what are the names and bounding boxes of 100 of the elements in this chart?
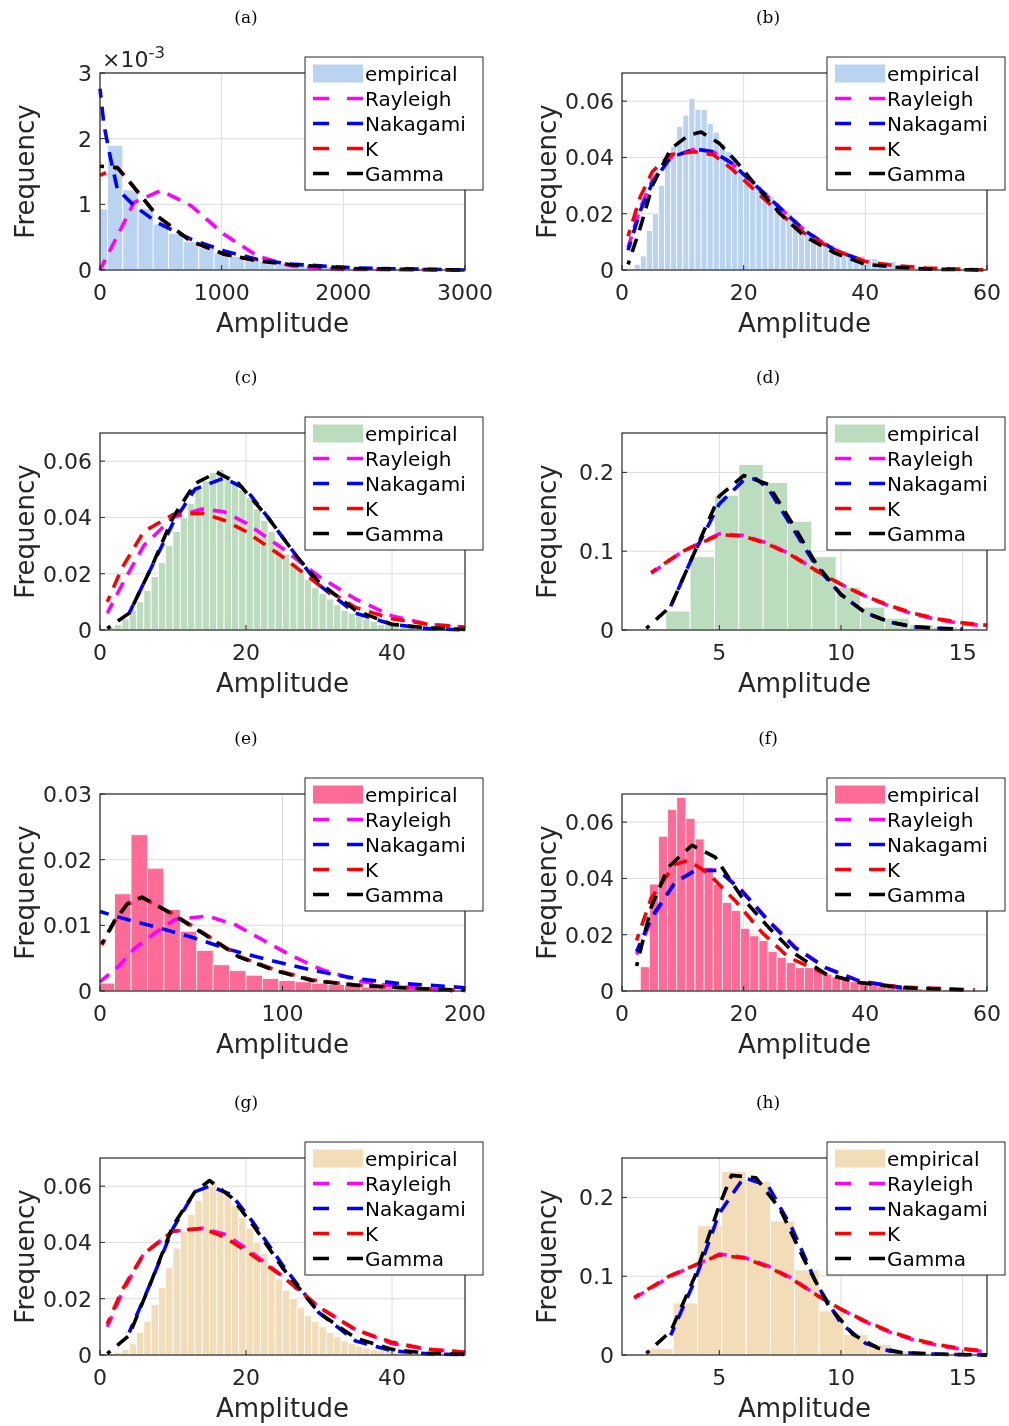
- y-tick-label: 0.02: [43, 1286, 92, 1312]
- legend-label: Gamma: [365, 161, 444, 186]
- x-tick-label: 5: [712, 1365, 727, 1390]
- y-tick-label: 0.01: [43, 913, 92, 939]
- legend-label: Rayleigh: [887, 86, 974, 111]
- x-axis-title: Amplitude: [737, 308, 872, 338]
- y-tick-label: 0.02: [565, 922, 614, 948]
- legend-label: K: [887, 136, 901, 161]
- x-tick-label: 40: [851, 1001, 880, 1026]
- y-tick-label: 0.06: [565, 810, 614, 836]
- y-axis-title: Frequency: [10, 464, 40, 599]
- y-tick-label: 0.2: [579, 460, 614, 486]
- legend-label: empirical: [887, 782, 980, 807]
- y-tick-label: 0.06: [43, 449, 92, 475]
- legend-label: Gamma: [365, 882, 444, 907]
- chart-title: (g): [233, 1092, 259, 1112]
- y-tick-label: 0: [600, 258, 614, 283]
- y-tick-label: 0.06: [565, 89, 614, 115]
- y-tick-label: 0.1: [579, 539, 614, 565]
- x-tick-label: 20: [729, 280, 758, 305]
- y-tick-label: 0: [78, 618, 92, 643]
- x-tick-label: 20: [232, 640, 260, 665]
- x-axis-title: Amplitude: [215, 1393, 350, 1423]
- y-tick-label: 0: [78, 258, 92, 283]
- x-tick-label: 20: [729, 1001, 758, 1026]
- legend-label: empirical: [887, 61, 980, 86]
- x-tick-label: 15: [948, 1365, 977, 1390]
- x-tick-label: 15: [948, 640, 977, 665]
- legend-label: Gamma: [887, 521, 966, 546]
- x-tick-label: 200: [444, 1001, 486, 1026]
- legend-label: Gamma: [365, 521, 444, 546]
- legend-label: Rayleigh: [365, 86, 452, 111]
- legend-label: K: [365, 136, 379, 161]
- y-tick-label: 0.04: [43, 505, 92, 531]
- legend-label: Gamma: [887, 161, 966, 186]
- x-axis-title: Amplitude: [737, 1393, 872, 1423]
- y-tick-label: 0.03: [43, 782, 92, 807]
- legend-label: Gamma: [887, 882, 966, 907]
- y-tick-label: 0.04: [565, 866, 614, 892]
- legend-label: K: [887, 1221, 901, 1246]
- legend-label: Nakagami: [887, 471, 988, 496]
- legend-label: empirical: [365, 1146, 458, 1171]
- chart-title: (b): [755, 7, 781, 27]
- y-tick-label: 0: [600, 618, 614, 643]
- chart-title: (d): [755, 367, 781, 387]
- legend-label: K: [887, 857, 901, 882]
- x-tick-label: 1000: [193, 280, 250, 305]
- y-axis-title: Frequency: [10, 1189, 40, 1324]
- legend-label: Rayleigh: [887, 807, 974, 832]
- legend-label: K: [365, 1221, 379, 1246]
- legend-label: empirical: [887, 421, 980, 446]
- x-axis-title: Amplitude: [215, 668, 350, 698]
- x-axis-title: Amplitude: [215, 308, 350, 338]
- y-tick-label: 0.04: [565, 145, 614, 171]
- legend-label: empirical: [887, 1146, 980, 1171]
- y-axis-title: Frequency: [10, 825, 40, 960]
- y-axis-title: Frequency: [532, 825, 562, 960]
- x-tick-label: 100: [261, 1001, 304, 1026]
- x-tick-label: 60: [973, 1001, 1001, 1026]
- x-tick-label: 2000: [315, 280, 372, 305]
- legend-label: Rayleigh: [365, 807, 452, 832]
- y-tick-label: 0.04: [43, 1230, 92, 1256]
- y-tick-label: 2: [78, 126, 92, 152]
- x-axis-title: Amplitude: [737, 1029, 872, 1059]
- x-tick-label: 3000: [437, 280, 493, 305]
- y-tick-label: 1: [78, 192, 92, 218]
- y-axis-title: Frequency: [532, 104, 562, 239]
- legend-label: K: [365, 857, 379, 882]
- x-tick-label: 40: [851, 280, 880, 305]
- legend-label: Nakagami: [365, 111, 466, 136]
- y-tick-label: 0.2: [579, 1185, 614, 1211]
- legend-label: Nakagami: [365, 471, 466, 496]
- x-tick-label: 10: [827, 1365, 855, 1390]
- chart-title: (h): [755, 1092, 781, 1112]
- x-tick-label: 40: [378, 1365, 406, 1390]
- chart-title: (e): [234, 728, 258, 748]
- legend-label: K: [887, 496, 901, 521]
- legend-label: Nakagami: [365, 1196, 466, 1221]
- text: ×10$^{-3}$: [102, 42, 165, 72]
- y-tick-label: 0: [78, 1343, 92, 1368]
- x-tick-label: 40: [378, 640, 406, 665]
- legend-label: Nakagami: [887, 1196, 988, 1221]
- legend-label: Gamma: [365, 1246, 444, 1271]
- y-tick-label: 0: [78, 979, 92, 1004]
- y-tick-label: 0: [600, 979, 614, 1004]
- chart-title: (a): [234, 7, 258, 27]
- y-tick-label: 0.02: [565, 201, 614, 227]
- legend-label: Nakagami: [887, 111, 988, 136]
- legend-label: empirical: [365, 421, 458, 446]
- chart-title: (c): [234, 367, 258, 387]
- y-axis-title: Frequency: [532, 1189, 562, 1324]
- x-tick-label: 5: [712, 640, 727, 665]
- legend-label: Rayleigh: [365, 446, 452, 471]
- x-tick-label: 20: [232, 1365, 260, 1390]
- y-axis-title: Frequency: [10, 104, 40, 239]
- legend-label: Rayleigh: [887, 1171, 974, 1196]
- y-tick-label: 0.02: [43, 561, 92, 587]
- y-tick-label: 0.1: [579, 1264, 614, 1290]
- y-tick-label: 0.02: [43, 847, 92, 873]
- x-axis-title: Amplitude: [737, 668, 872, 698]
